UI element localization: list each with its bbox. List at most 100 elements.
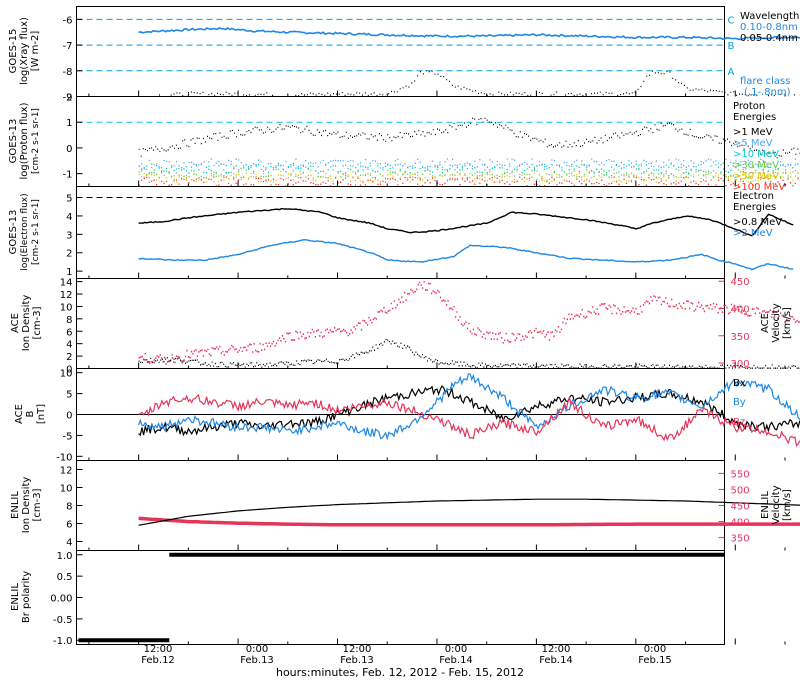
right-y-axis-labels: ACE Velocity [km/s] ENLIL Velocity [km/s… bbox=[760, 303, 793, 524]
y-tick-label-right: 400 bbox=[731, 305, 750, 316]
proton-points-1 bbox=[138, 158, 800, 169]
proton-points-5 bbox=[138, 176, 800, 187]
ylabel-enlil-polarity-2: Br polarity bbox=[21, 571, 32, 623]
ylabel-ace-mag-1: ACE bbox=[14, 404, 25, 424]
y-tick-label: 6 bbox=[66, 520, 72, 531]
mag-line-by bbox=[138, 373, 800, 441]
y-tick-label: 2 bbox=[66, 352, 72, 363]
mag-line-bz bbox=[138, 393, 800, 448]
ylabel-proton-1: GOES-13 bbox=[8, 119, 19, 164]
x-tick-time-1: 12:00 bbox=[144, 644, 173, 655]
y-tick-label-right: 350 bbox=[731, 332, 750, 343]
y-tick-label: 14 bbox=[60, 278, 73, 289]
legend-electron-item-2: >2 MeV bbox=[733, 228, 773, 239]
panel-xray-frame bbox=[76, 6, 725, 97]
ylabel-xray-2: log(Xray flux) bbox=[19, 17, 30, 85]
y-tick-label-right: 300 bbox=[731, 359, 750, 370]
legend-electron-title-2: Energies bbox=[733, 202, 776, 213]
y-tick-label: 12 bbox=[60, 290, 73, 301]
x-axis: 12:00 Feb.12 0:00 Feb.13 12:00 Feb.13 0:… bbox=[141, 644, 672, 679]
y-tick-label: 6 bbox=[66, 327, 72, 338]
flare-class-label: B bbox=[728, 41, 735, 52]
y-tick-label: -0.5 bbox=[53, 615, 73, 626]
ylabel-ace-mag-2: B bbox=[25, 410, 36, 417]
y-tick-label: -1.0 bbox=[53, 636, 73, 647]
y-tick-label: 4 bbox=[66, 538, 72, 549]
x-tick-time-5: 12:00 bbox=[542, 644, 571, 655]
ylabel-proton-3: [cm-2 s-1 sr-1] bbox=[31, 108, 41, 174]
y-tick-label: 2 bbox=[66, 249, 72, 260]
ylabel-electron-3: [cm-2 s-1 sr-1] bbox=[31, 199, 41, 265]
legend-electron-item-1: >0.8 MeV bbox=[733, 217, 782, 228]
legend-xray-foot-2: (.1-.8nm) bbox=[744, 87, 791, 98]
ylabel-proton-2: log(Proton flux) bbox=[19, 102, 30, 179]
legend-xray-item-1: 0.10-0.8nm bbox=[740, 22, 798, 33]
x-tick-date-1: Feb.12 bbox=[141, 655, 175, 666]
data-layer bbox=[76, 18, 800, 643]
x-tick-time-4: 0:00 bbox=[445, 644, 467, 655]
x-tick-date-6: Feb.15 bbox=[638, 655, 672, 666]
y-tick-label: -5 bbox=[63, 431, 73, 442]
electron-line-0 bbox=[138, 207, 794, 237]
legend-proton-item-1: >1 MeV bbox=[733, 127, 773, 138]
y-tick-label: -7 bbox=[63, 41, 73, 52]
y-tick-label-right: 350 bbox=[731, 534, 750, 545]
ylabel-xray-1: GOES-15 bbox=[8, 29, 19, 74]
ylabel-right-enlil-1: ENLIL bbox=[760, 491, 771, 519]
x-tick-date-5: Feb.14 bbox=[539, 655, 573, 666]
xray-long-line bbox=[138, 26, 800, 41]
y-tick-label: -8 bbox=[63, 67, 73, 78]
panel-proton-frame bbox=[76, 96, 725, 187]
legend-xray-foot-1: flare class bbox=[740, 76, 790, 87]
legend-proton-item-3: >10 MeV bbox=[733, 149, 779, 160]
ylabel-enlil-plasma-3: [cm-3] bbox=[32, 488, 43, 521]
y-tick-label: 1 bbox=[66, 267, 72, 278]
y-tick-label: -6 bbox=[63, 15, 73, 26]
y-tick-label: -1 bbox=[63, 170, 73, 181]
ylabel-ace-plasma-2: Ion Density bbox=[21, 295, 32, 352]
y-tick-label: 1 bbox=[66, 118, 72, 129]
x-tick-time-6: 0:00 bbox=[644, 644, 666, 655]
legend-xray-item-2: 0.05-0.4nm bbox=[740, 33, 798, 44]
y-tick-label: 4 bbox=[66, 340, 72, 351]
ylabel-electron-2: log(Electron flux) bbox=[20, 193, 30, 270]
ace-velocity-points bbox=[138, 281, 800, 365]
y-tick-label: 0.5 bbox=[57, 572, 73, 583]
y-tick-label: 0 bbox=[66, 411, 72, 422]
y-tick-label-right: 450 bbox=[731, 277, 750, 288]
ylabel-ace-plasma-1: ACE bbox=[10, 313, 21, 333]
panel-ace-plasma-frame bbox=[76, 278, 725, 369]
legend-proton-item-4: >30 MeV bbox=[733, 160, 779, 171]
ylabel-xray-3: [W m-2] bbox=[30, 31, 41, 72]
y-tick-label: 10 bbox=[60, 484, 73, 495]
panel-enlil-polarity-frame bbox=[76, 550, 725, 645]
y-tick-label-right: 450 bbox=[731, 502, 750, 513]
ylabel-enlil-polarity-1: ENLIL bbox=[10, 583, 21, 611]
ylabel-right-enlil-3: [km/s] bbox=[782, 489, 793, 521]
panel-frames bbox=[76, 6, 725, 645]
y-tick-label: 4 bbox=[66, 212, 72, 223]
panel-electron-frame bbox=[76, 186, 725, 279]
y-tick-label: 0 bbox=[66, 365, 72, 376]
y-tick-label: 0 bbox=[66, 144, 72, 155]
y-tick-label: 8 bbox=[66, 315, 72, 326]
y-tick-label: 1.0 bbox=[57, 551, 73, 562]
y-tick-label: 2 bbox=[66, 93, 72, 104]
y-tick-label: 5 bbox=[66, 194, 72, 205]
proton-points-0 bbox=[138, 117, 800, 159]
legend-xray-title: Wavelength bbox=[740, 11, 799, 22]
legend-proton: Proton Energies >1 MeV >5 MeV >10 MeV >3… bbox=[733, 101, 785, 193]
legend-xray: Wavelength 0.10-0.8nm 0.05-0.4nm flare c… bbox=[740, 11, 799, 98]
y-tick-label: 10 bbox=[60, 302, 73, 313]
y-tick-label-right: 550 bbox=[731, 469, 750, 480]
legend-mag-bz: Bz bbox=[733, 417, 745, 428]
y-tick-label: 3 bbox=[66, 230, 72, 241]
enlil-density-line bbox=[138, 498, 800, 526]
x-tick-date-2: Feb.13 bbox=[240, 655, 274, 666]
y-tick-label: 10 bbox=[60, 369, 73, 380]
ylabel-ace-plasma-3: [cm-3] bbox=[32, 306, 43, 339]
proton-points-4 bbox=[138, 172, 800, 183]
y-tick-label: 5 bbox=[66, 390, 72, 401]
y-tick-label: 8 bbox=[66, 502, 72, 513]
